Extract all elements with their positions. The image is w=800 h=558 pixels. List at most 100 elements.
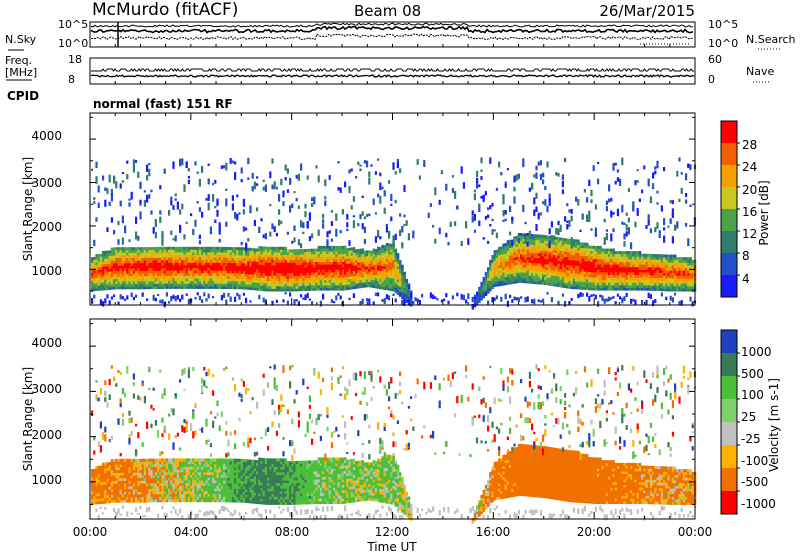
echo-cell: [322, 251, 325, 254]
echo-cell: [340, 246, 343, 249]
echo-cell: [348, 284, 351, 287]
scatter-echo: [480, 170, 482, 172]
echo-cell: [181, 283, 184, 286]
echo-cell: [340, 288, 343, 291]
echo-cell: [617, 282, 620, 285]
echo-cell: [377, 255, 380, 258]
echo-cell: [205, 273, 208, 276]
echo-cell: [608, 285, 611, 288]
echo-cell: [582, 284, 585, 287]
echo-cell: [346, 277, 349, 280]
echo-cell: [249, 274, 252, 277]
echo-cell: [331, 282, 334, 285]
bottom-echo: [113, 295, 115, 298]
scatter-echo: [315, 165, 317, 168]
echo-cell: [282, 255, 285, 258]
echo-cell: [344, 256, 347, 259]
echo-cell: [397, 256, 400, 259]
echo-cell: [223, 260, 226, 263]
echo-cell: [243, 276, 246, 279]
echo-cell: [274, 249, 277, 252]
echo-cell: [102, 251, 105, 254]
echo-cell: [276, 273, 279, 276]
echo-cell: [533, 237, 536, 240]
echo-cell: [685, 262, 688, 265]
scatter-echo: [247, 158, 249, 164]
echo-cell: [656, 259, 659, 262]
echo-cell: [320, 249, 323, 252]
echo-cell: [623, 288, 626, 291]
echo-cell: [111, 271, 114, 274]
echo-cell: [370, 261, 373, 264]
echo-cell: [337, 282, 340, 285]
echo-cell: [652, 288, 655, 291]
echo-cell: [619, 288, 622, 291]
echo-cell: [221, 263, 224, 266]
scatter-echo: [359, 214, 361, 219]
echo-cell: [674, 273, 677, 276]
power-panel: Slant Range [km] 1000 2000 3000 4000 Pow…: [21, 113, 771, 310]
echo-cell: [687, 270, 690, 273]
echo-cell: [300, 267, 303, 270]
echo-cell: [687, 257, 690, 260]
echo-cell: [571, 273, 574, 276]
echo-cell: [311, 270, 314, 273]
echo-cell: [395, 259, 398, 262]
echo-cell: [577, 263, 580, 266]
echo-cell: [533, 242, 536, 245]
echo-cell: [678, 273, 681, 276]
echo-cell: [146, 260, 149, 263]
echo-cell: [342, 280, 345, 283]
scatter-echo: [274, 181, 276, 189]
echo-cell: [538, 235, 541, 238]
echo-cell: [104, 287, 107, 290]
bottom-echo: [135, 295, 137, 298]
echo-cell: [106, 258, 109, 261]
echo-cell: [337, 267, 340, 270]
echo-cell: [384, 269, 387, 272]
scatter-echo: [131, 192, 133, 200]
scatter-echo: [359, 169, 361, 172]
echo-cell: [309, 285, 312, 288]
echo-cell: [392, 257, 395, 260]
echo-cell: [621, 275, 624, 278]
echo-cell: [652, 262, 655, 265]
echo-cell: [348, 258, 351, 261]
echo-cell: [304, 270, 307, 273]
scatter-echo: [93, 451, 95, 455]
power-ytick-4000: 4000: [31, 129, 62, 143]
echo-cell: [362, 264, 365, 267]
echo-cell: [612, 288, 615, 291]
echo-cell: [188, 249, 191, 252]
echo-cell: [538, 266, 541, 269]
echo-cell: [146, 278, 149, 281]
echo-cell: [230, 260, 233, 263]
echo-cell: [126, 284, 129, 287]
echo-cell: [597, 249, 600, 252]
echo-cell: [494, 250, 497, 253]
echo-cell: [604, 285, 607, 288]
echo-cell: [115, 250, 118, 253]
echo-cell: [252, 269, 255, 272]
echo-cell: [634, 280, 637, 283]
echo-cell: [254, 282, 256, 285]
echo-cell: [648, 254, 651, 257]
echo-cell: [632, 285, 635, 288]
echo-cell: [249, 284, 252, 287]
echo-cell: [201, 273, 204, 276]
echo-cell: [542, 248, 545, 251]
echo-cell: [626, 277, 629, 280]
echo-cell: [480, 287, 483, 290]
echo-cell: [148, 247, 151, 250]
echo-cell: [683, 268, 686, 271]
echo-cell: [260, 246, 263, 249]
scatter-echo: [483, 237, 485, 240]
scatter-echo: [615, 163, 617, 166]
echo-cell: [639, 277, 642, 280]
echo-cell: [582, 245, 585, 248]
echo-cell: [104, 266, 107, 269]
echo-cell: [197, 260, 200, 263]
echo-cell: [201, 247, 204, 250]
echo-cell: [661, 257, 664, 260]
colorbar-segment: [721, 187, 737, 209]
